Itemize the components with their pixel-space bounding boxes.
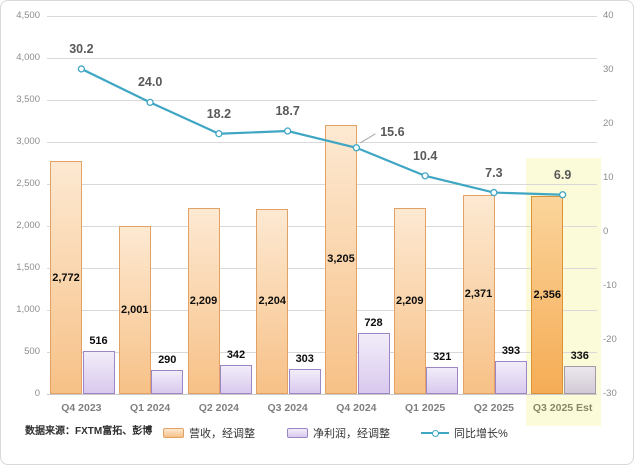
y-axis-label-right: 20 [603, 118, 614, 129]
revenue-bar-label: 2,356 [533, 289, 562, 302]
y-axis-label-left: 3,500 [16, 94, 40, 105]
profit-bar-label: 303 [295, 352, 314, 365]
profit-bar-label: 336 [570, 349, 589, 362]
y-axis-label-left: 500 [24, 346, 40, 357]
profit-bar-label: 728 [364, 316, 383, 329]
revenue-bar-label: 2,371 [464, 288, 493, 301]
gridline [47, 184, 597, 185]
growth-point-label: 18.7 [275, 104, 300, 119]
legend-item-revenue: 营收，经调整 [163, 426, 255, 440]
profit-bar [288, 368, 321, 394]
x-axis-label: Q3 2025 Est [532, 402, 593, 414]
growth-point-marker [283, 127, 292, 135]
profit-bar [563, 365, 596, 394]
revenue-bar-label: 2,001 [120, 303, 149, 316]
profit-bar [220, 365, 252, 394]
y-axis-label-right: -20 [603, 334, 617, 345]
revenue-bar-label: 3,205 [327, 253, 355, 266]
profit-bar [82, 350, 115, 394]
y-axis-label-right: 0 [603, 226, 609, 237]
revenue-bar [393, 208, 426, 394]
y-axis-label-right: 40 [603, 10, 614, 21]
y-axis-label-left: 2,000 [16, 220, 40, 231]
profit-bar [426, 367, 459, 394]
legend-item-growth: 同比增长% [421, 426, 508, 440]
y-axis-label-left: 2,500 [16, 178, 40, 189]
revenue-bar [187, 208, 220, 394]
growth-point-label: 30.2 [69, 41, 94, 56]
y-axis-label-left: 1,000 [16, 304, 40, 315]
profit-bar-label: 321 [433, 351, 452, 364]
x-axis-label: Q1 2024 [129, 402, 171, 414]
growth-point-label: 24.0 [137, 75, 163, 90]
gridline [47, 226, 597, 227]
profit-bar-label: 290 [158, 353, 177, 366]
legend-label-growth: 同比增长% [454, 428, 508, 440]
gridline [47, 142, 597, 143]
gridline [47, 352, 597, 353]
growth-point-label: 18.2 [206, 106, 232, 121]
growth-line-legend-marker [421, 428, 449, 438]
x-axis-label: Q4 2024 [336, 402, 377, 414]
y-axis-label-left: 0 [34, 388, 40, 399]
legend-label-revenue: 营收，经调整 [189, 428, 255, 440]
profit-bar [151, 369, 184, 394]
profit-bar [357, 332, 390, 394]
y-axis-label-left: 4,000 [16, 52, 40, 63]
profit-bar-label: 516 [89, 334, 108, 347]
y-axis-label-left: 3,000 [16, 136, 40, 147]
growth-point-marker [421, 172, 429, 180]
growth-point-marker [77, 65, 86, 73]
growth-point-marker [215, 130, 223, 138]
x-axis-label: Q4 2023 [61, 402, 102, 414]
y-axis-label-right: 30 [603, 64, 614, 75]
y-axis-label-right: -30 [603, 388, 617, 399]
x-axis-label: Q3 2024 [267, 402, 308, 414]
y-axis-label-right: -10 [603, 280, 617, 291]
revenue-bar [50, 161, 82, 394]
x-axis-label: Q2 2025 [473, 402, 515, 414]
revenue-bar-label: 2,204 [258, 295, 287, 308]
revenue-bar [531, 196, 564, 394]
gridline [47, 100, 597, 101]
growth-point-label: 6.9 [553, 167, 572, 182]
x-axis-label: Q2 2024 [198, 402, 240, 414]
profit-legend-swatch [287, 428, 308, 438]
gridline [47, 268, 597, 269]
revenue-legend-swatch [163, 428, 184, 438]
y-axis-label-right: 10 [603, 172, 614, 183]
y-axis-label-left: 1,500 [16, 262, 40, 273]
legend-item-profit: 净利润，经调整 [287, 426, 390, 440]
revenue-bar [256, 208, 289, 394]
gridline [47, 58, 597, 59]
x-axis-baseline [47, 394, 597, 395]
revenue-bar-label: 2,209 [189, 295, 218, 308]
revenue-bar-label: 2,209 [395, 295, 424, 308]
y-axis-label-left: 4,500 [16, 10, 40, 21]
profit-bar [495, 360, 527, 394]
profit-bar-label: 342 [226, 349, 246, 362]
growth-point-label: 7.3 [485, 165, 503, 180]
gridline [47, 310, 597, 311]
profit-bar-label: 393 [501, 344, 521, 357]
growth-point-label: 15.6 [380, 124, 405, 139]
source-note: 数据来源：FXTM富拓、彭博 [25, 426, 153, 437]
gridline [47, 16, 597, 17]
legend-label-profit: 净利润，经调整 [313, 428, 390, 440]
revenue-bar-label: 2,772 [52, 271, 80, 284]
revenue-bar [118, 225, 151, 394]
x-axis-label: Q1 2025 [404, 402, 446, 414]
growth-point-label: 10.4 [412, 148, 438, 163]
